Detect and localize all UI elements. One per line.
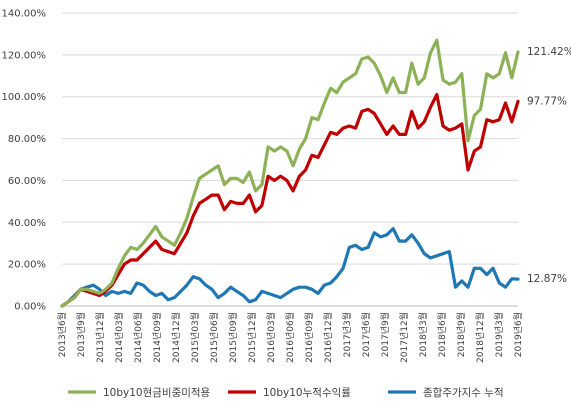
series-line bbox=[60, 227, 520, 308]
x-tick-label: 2013년12월 bbox=[94, 312, 106, 363]
gridlines bbox=[62, 12, 518, 265]
y-tick-label: 40.00% bbox=[8, 218, 46, 229]
x-tick-label: 2016년09월 bbox=[303, 312, 315, 363]
x-tick-label: 2018년12월 bbox=[474, 312, 486, 363]
x-tick-label: 2017년12월 bbox=[398, 312, 410, 363]
end-value-label: 121.42% bbox=[527, 46, 571, 58]
x-tick-label: 2019년3월 bbox=[493, 312, 505, 357]
x-tick-label: 2016년03월 bbox=[265, 312, 277, 363]
end-value-label: 12.87% bbox=[527, 273, 567, 285]
x-tick-label: 2015년03월 bbox=[189, 312, 201, 363]
x-tick-label: 2014년06월 bbox=[132, 312, 144, 363]
series-lines bbox=[60, 38, 520, 308]
end-value-label: 97.77% bbox=[527, 95, 567, 107]
y-tick-label: 0.00% bbox=[14, 302, 46, 313]
x-tick-label: 2017년9월 bbox=[379, 312, 391, 357]
x-tick-label: 2015년06월 bbox=[208, 312, 220, 363]
x-tick-label: 2014년09월 bbox=[151, 312, 163, 363]
x-tick-label: 2017년6월 bbox=[360, 312, 372, 357]
legend-label: 10by10누적수익률 bbox=[263, 387, 351, 399]
x-tick-label: 2018년3월 bbox=[417, 312, 429, 357]
legend: 10by10현금비중미적용 10by10누적수익률 종합주가지수 누적 bbox=[68, 387, 504, 399]
y-tick-label: 80.00% bbox=[8, 134, 46, 145]
x-tick-label: 2019년6월 bbox=[512, 312, 524, 357]
x-tick-label: 2013년6월 bbox=[56, 312, 68, 357]
y-tick-label: 100.00% bbox=[2, 92, 47, 103]
end-value-labels: 121.42% 97.77% 12.87% bbox=[527, 46, 571, 285]
y-tick-label: 60.00% bbox=[8, 176, 46, 187]
legend-label: 종합주가지수 누적 bbox=[423, 387, 504, 399]
x-tick-label: 2018년6월 bbox=[436, 312, 448, 357]
series-line bbox=[60, 92, 520, 308]
x-tick-label: 2014년03월 bbox=[113, 312, 125, 363]
series-line bbox=[60, 38, 520, 308]
x-tick-label: 2016년12월 bbox=[322, 312, 334, 363]
x-tick-label: 2015년12월 bbox=[246, 312, 258, 363]
x-tick-label: 2013년9월 bbox=[75, 312, 87, 357]
y-tick-label: 140.00% bbox=[2, 9, 47, 20]
legend-label: 10by10현금비중미적용 bbox=[103, 387, 211, 399]
y-axis-ticks: 0.00% 20.00% 40.00% 60.00% 80.00% 100.00% 120.… bbox=[2, 9, 47, 313]
x-tick-label: 2017년3월 bbox=[341, 312, 353, 357]
y-tick-label: 20.00% bbox=[8, 260, 46, 271]
y-tick-label: 120.00% bbox=[2, 50, 47, 61]
x-tick-label: 2015년09월 bbox=[227, 312, 239, 363]
x-tick-label: 2018년9월 bbox=[455, 312, 467, 357]
x-axis-ticks: 2013년6월 2013년9월 2013년12월 2014년03월 2014년06월 20… bbox=[56, 312, 524, 363]
x-tick-label: 2016년06월 bbox=[284, 312, 296, 363]
x-tick-label: 2014년12월 bbox=[170, 312, 182, 363]
